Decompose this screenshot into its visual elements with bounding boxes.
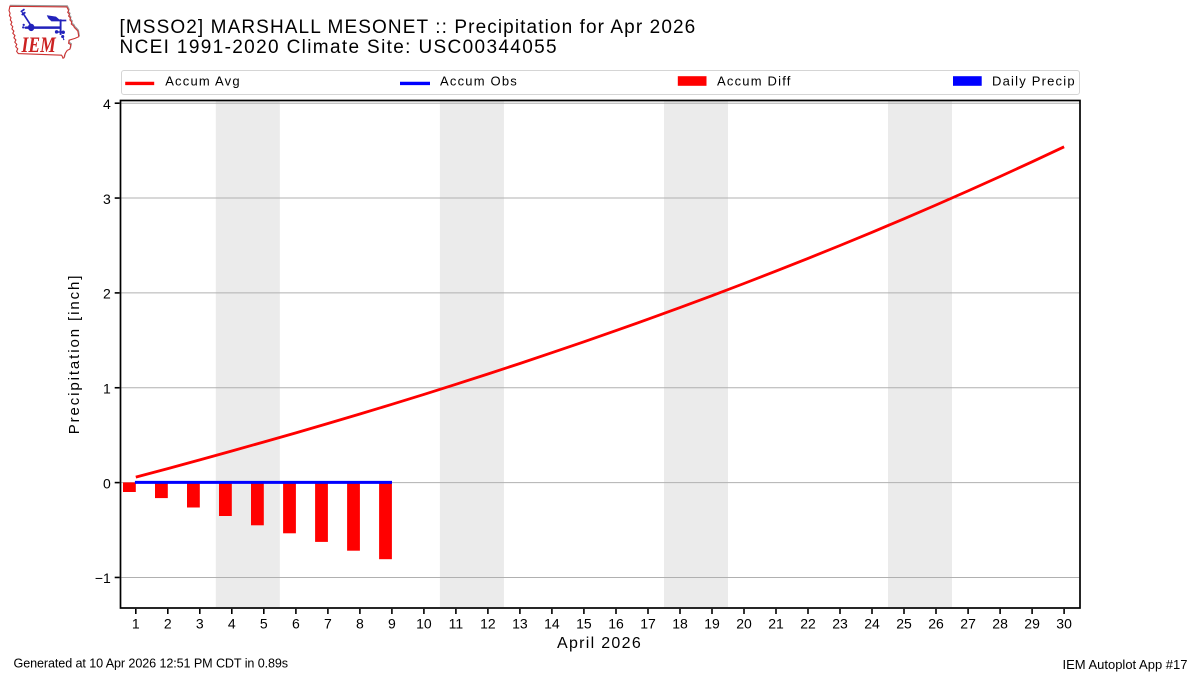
svg-text:8: 8 [356,615,364,631]
svg-text:16: 16 [608,615,624,631]
svg-text:Accum Diff: Accum Diff [717,73,792,88]
svg-text:10: 10 [416,615,432,631]
svg-text:4: 4 [103,96,111,112]
svg-text:26: 26 [928,615,944,631]
svg-text:14: 14 [544,615,560,631]
svg-text:18: 18 [672,615,688,631]
svg-text:27: 27 [960,615,976,631]
svg-text:−1: −1 [95,570,111,586]
svg-text:23: 23 [832,615,848,631]
svg-text:24: 24 [864,615,880,631]
svg-text:19: 19 [704,615,720,631]
svg-text:17: 17 [640,615,656,631]
svg-text:4: 4 [228,615,236,631]
svg-text:Precipitation [inch]: Precipitation [inch] [66,274,83,435]
svg-text:Accum Obs: Accum Obs [440,73,518,88]
svg-text:20: 20 [736,615,752,631]
svg-text:13: 13 [512,615,528,631]
svg-text:Generated at 10 Apr 2026 12:51: Generated at 10 Apr 2026 12:51 PM CDT in… [14,657,289,671]
svg-text:5: 5 [260,615,268,631]
svg-text:12: 12 [480,615,496,631]
svg-text:15: 15 [576,615,592,631]
svg-text:22: 22 [800,615,816,631]
svg-text:11: 11 [449,615,464,631]
svg-text:IEM Autoplot App #17: IEM Autoplot App #17 [1062,657,1187,672]
svg-text:Accum Avg: Accum Avg [165,73,241,88]
svg-text:7: 7 [324,615,332,631]
svg-text:0: 0 [103,475,111,491]
svg-text:25: 25 [896,615,912,631]
svg-text:IEM: IEM [21,33,57,57]
svg-text:Daily Precip: Daily Precip [992,73,1076,88]
svg-text:30: 30 [1056,615,1072,631]
svg-text:2: 2 [164,615,172,631]
svg-text:2: 2 [103,286,111,302]
svg-text:9: 9 [388,615,396,631]
svg-text:1: 1 [103,380,111,396]
svg-text:April 2026: April 2026 [557,635,642,652]
svg-text:28: 28 [992,615,1008,631]
svg-text:21: 21 [768,615,784,631]
svg-text:3: 3 [103,191,111,207]
svg-text:1: 1 [132,615,140,631]
svg-text:3: 3 [196,615,204,631]
svg-text:29: 29 [1024,615,1040,631]
svg-text:6: 6 [292,615,300,631]
